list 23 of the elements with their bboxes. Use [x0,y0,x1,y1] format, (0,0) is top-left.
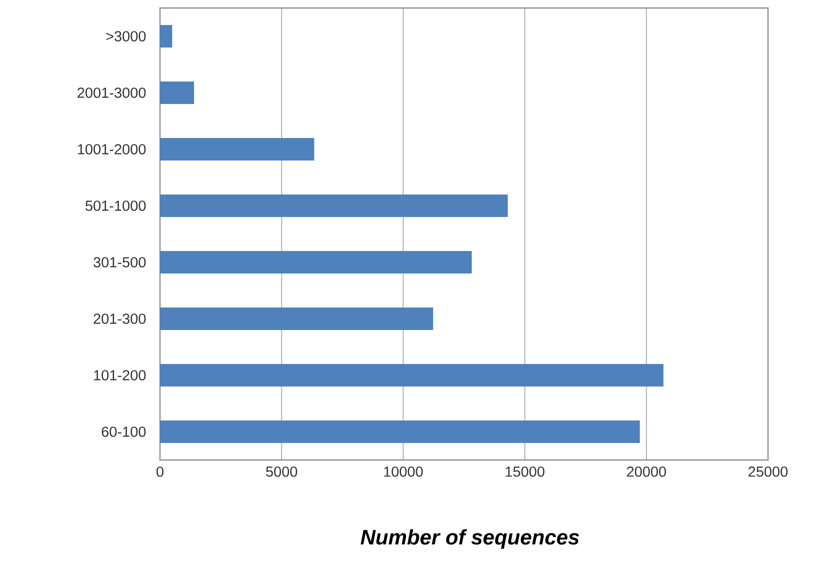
bar [160,194,508,218]
x-tick-label: 0 [156,466,164,477]
y-tick-label: 2001-3000 [78,88,146,98]
x-tick-label: 5000 [266,466,298,477]
x-tick-label: 20000 [626,466,666,477]
x-axis-title: Number of sequences [360,529,579,549]
bar [160,364,664,387]
y-tick-label: 501-1000 [86,200,146,211]
bar [160,24,172,48]
y-tick-label: 101-200 [94,370,146,380]
y-tick-label: 60-100 [102,426,146,437]
bar [160,307,434,330]
y-tick-label: 1001-2000 [78,144,146,154]
y-tick-label: 301-500 [94,257,146,268]
bar [160,420,640,444]
bar [160,138,314,161]
y-tick-label: >3000 [106,31,146,42]
bar [160,81,194,104]
bar [160,250,472,274]
x-tick-label: 25000 [748,466,788,477]
x-tick-label: 10000 [384,466,423,477]
y-tick-label: 201-300 [94,314,146,324]
x-tick-label: 15000 [506,466,544,477]
